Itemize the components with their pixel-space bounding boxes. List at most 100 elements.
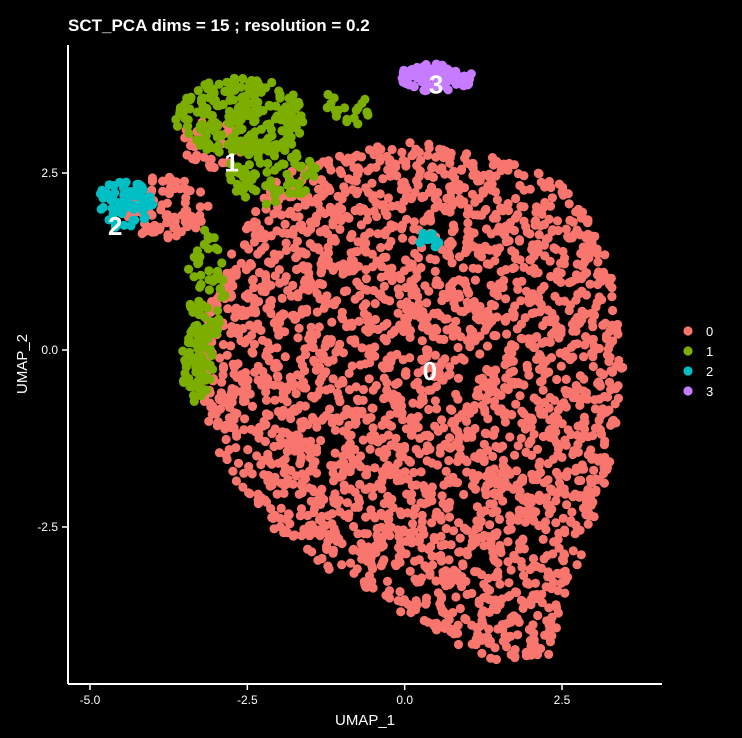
- data-point: [253, 498, 263, 509]
- data-point: [581, 509, 591, 520]
- data-point: [200, 225, 210, 235]
- data-point: [286, 115, 296, 126]
- data-point: [358, 435, 368, 445]
- data-point: [220, 290, 230, 301]
- data-point: [414, 147, 424, 157]
- data-point: [553, 586, 563, 596]
- data-point: [368, 491, 378, 501]
- data-point: [245, 389, 255, 399]
- data-point: [451, 592, 461, 602]
- data-point: [324, 156, 334, 166]
- data-point: [114, 202, 124, 212]
- data-point: [512, 480, 522, 490]
- data-point: [507, 410, 517, 420]
- data-point: [503, 206, 514, 216]
- data-point: [355, 291, 365, 301]
- data-point: [147, 227, 157, 237]
- data-point: [293, 333, 303, 343]
- data-point: [195, 210, 205, 220]
- data-point: [276, 210, 287, 220]
- data-point: [526, 600, 536, 610]
- data-point: [229, 362, 239, 372]
- data-point: [263, 158, 273, 169]
- data-point: [202, 303, 213, 313]
- data-point: [294, 432, 304, 442]
- data-point: [309, 242, 319, 252]
- data-point: [286, 132, 296, 142]
- data-point: [526, 650, 536, 660]
- data-point: [236, 115, 246, 125]
- data-point: [613, 381, 623, 391]
- data-point: [386, 351, 396, 361]
- data-point: [529, 248, 539, 258]
- data-point: [169, 223, 179, 233]
- data-point: [383, 515, 393, 525]
- data-point: [247, 401, 258, 411]
- data-point: [360, 545, 370, 555]
- data-point: [366, 553, 376, 563]
- data-point: [347, 361, 357, 371]
- data-point: [492, 195, 502, 205]
- data-point: [480, 428, 490, 438]
- data-point: [383, 430, 393, 440]
- data-point: [368, 423, 378, 433]
- data-point: [368, 262, 378, 272]
- data-point: [455, 547, 465, 557]
- data-point: [258, 421, 268, 431]
- data-point: [377, 484, 387, 494]
- cluster-labels-layer: 0 1 2 3: [108, 70, 443, 387]
- data-point: [503, 345, 514, 355]
- data-point: [176, 227, 186, 237]
- data-point: [389, 327, 399, 337]
- data-point: [289, 310, 299, 320]
- data-point: [162, 210, 173, 220]
- data-point: [491, 209, 501, 219]
- data-point: [461, 576, 471, 587]
- data-point: [393, 284, 403, 294]
- data-point: [408, 398, 418, 408]
- data-point: [469, 473, 479, 483]
- data-point: [267, 183, 277, 193]
- data-point: [283, 286, 293, 296]
- data-point: [551, 518, 561, 528]
- data-point: [267, 480, 277, 490]
- data-point: [379, 393, 389, 403]
- data-point: [373, 534, 383, 544]
- data-point: [297, 220, 307, 230]
- data-point: [214, 147, 224, 157]
- data-point: [193, 339, 203, 350]
- data-point: [227, 397, 237, 407]
- data-point: [367, 403, 377, 413]
- data-point: [328, 355, 338, 365]
- data-point: [504, 578, 514, 588]
- data-point: [267, 512, 277, 523]
- data-point: [304, 445, 314, 455]
- y-tick-label: -2.5: [37, 520, 58, 534]
- data-point: [470, 275, 480, 285]
- data-point: [429, 235, 439, 245]
- data-point: [357, 554, 367, 564]
- data-point: [350, 335, 360, 345]
- data-point: [438, 202, 448, 213]
- data-point: [233, 329, 244, 339]
- data-point: [585, 279, 595, 289]
- y-tick-label: 2.5: [41, 166, 58, 180]
- data-point: [320, 208, 330, 219]
- data-point: [185, 299, 195, 310]
- data-point: [230, 312, 240, 322]
- data-point: [474, 311, 484, 321]
- data-point: [342, 498, 352, 508]
- data-point: [236, 82, 246, 92]
- data-point: [572, 225, 582, 235]
- data-point: [169, 212, 179, 222]
- data-point: [420, 561, 430, 571]
- data-point: [430, 266, 440, 276]
- data-point: [298, 382, 308, 392]
- data-point: [221, 434, 231, 445]
- data-point: [445, 433, 455, 443]
- data-point: [276, 326, 286, 336]
- data-point: [519, 571, 529, 581]
- data-point: [371, 541, 381, 551]
- data-point: [432, 404, 442, 414]
